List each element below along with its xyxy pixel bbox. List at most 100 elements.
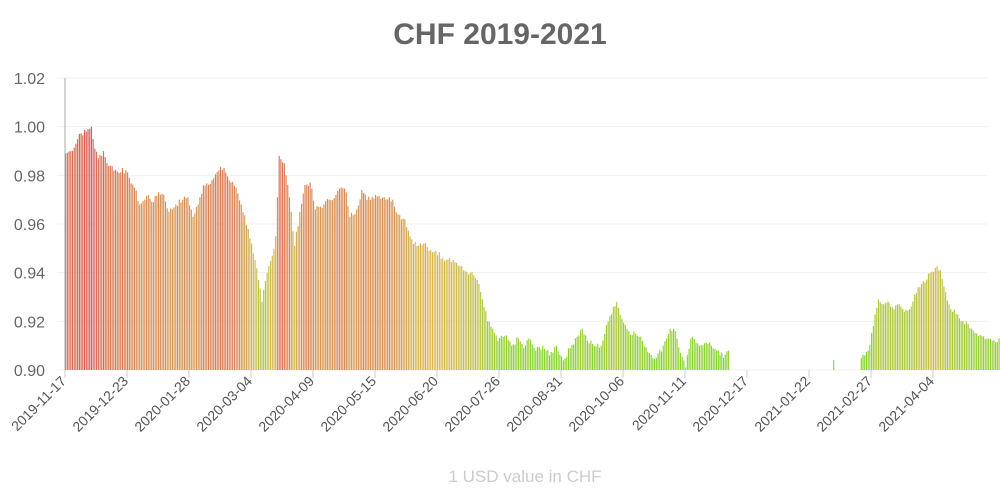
bar	[991, 340, 993, 371]
bar	[178, 199, 181, 371]
bar	[832, 360, 835, 371]
bar	[595, 346, 597, 371]
bar	[293, 245, 296, 371]
bar	[628, 330, 630, 371]
bar	[385, 199, 387, 371]
bar	[378, 195, 380, 371]
bar	[660, 351, 663, 371]
bar	[862, 354, 864, 371]
bar	[380, 198, 382, 371]
bar	[510, 345, 513, 371]
bar	[924, 282, 926, 371]
bar	[574, 338, 577, 371]
bar	[242, 212, 244, 371]
bar	[452, 259, 454, 371]
bar	[908, 309, 911, 371]
bar	[962, 320, 964, 371]
bar	[114, 169, 117, 371]
bar	[176, 205, 179, 371]
x-tick-label: 2021-01-22	[751, 373, 813, 435]
bar	[705, 342, 708, 371]
bar	[362, 192, 365, 371]
bar	[292, 230, 294, 371]
bar	[681, 356, 683, 371]
bar	[576, 336, 578, 371]
x-tick-label: 2020-01-28	[131, 373, 193, 435]
bar	[431, 252, 434, 371]
bar	[123, 173, 125, 371]
bar	[571, 344, 573, 371]
bar	[78, 133, 81, 371]
bar	[381, 197, 384, 371]
bar	[180, 202, 182, 371]
bar	[936, 266, 938, 371]
bar	[667, 333, 670, 371]
bar	[443, 260, 446, 371]
bar	[726, 351, 728, 371]
bar	[543, 348, 546, 371]
bar	[197, 204, 199, 371]
bar	[283, 163, 286, 371]
bar	[66, 152, 69, 371]
bar	[603, 333, 606, 371]
bar	[583, 334, 585, 371]
bar	[280, 159, 282, 371]
bar	[714, 348, 716, 371]
bar	[943, 286, 945, 371]
bar	[309, 182, 311, 371]
bar	[977, 335, 980, 371]
bar	[448, 257, 451, 371]
bar	[264, 280, 267, 371]
bar	[505, 335, 508, 371]
bar	[350, 212, 353, 371]
bar	[710, 345, 713, 371]
bar	[674, 330, 677, 371]
bar	[183, 196, 186, 371]
bar	[76, 139, 79, 371]
bar	[987, 338, 990, 371]
bar	[285, 175, 287, 371]
bar	[407, 230, 410, 371]
bar	[88, 128, 91, 371]
bar	[901, 308, 904, 371]
x-tick-label: 2020-06-20	[379, 373, 441, 435]
bar	[671, 330, 673, 371]
bar	[476, 279, 478, 371]
bar	[507, 339, 509, 371]
bar	[996, 341, 999, 371]
bar	[486, 321, 489, 371]
bar	[931, 271, 933, 371]
bar	[579, 329, 582, 371]
bar	[960, 321, 962, 371]
bar	[237, 193, 239, 371]
bar	[590, 340, 592, 371]
bar	[490, 326, 492, 371]
bar	[548, 355, 551, 371]
bar	[998, 338, 1000, 371]
bar	[963, 323, 966, 371]
bar	[435, 250, 437, 371]
bar	[386, 199, 389, 371]
bar	[70, 150, 72, 371]
bar	[307, 185, 310, 371]
bar	[938, 270, 940, 371]
bar	[92, 138, 94, 371]
bar	[409, 236, 411, 371]
bar	[328, 199, 330, 371]
bar	[863, 355, 866, 371]
bar	[187, 197, 189, 371]
bar	[194, 213, 196, 371]
bar	[297, 226, 299, 371]
bar	[145, 196, 148, 371]
bar	[572, 344, 575, 371]
bar	[295, 231, 298, 371]
bar	[225, 172, 227, 371]
bar	[566, 356, 568, 371]
bar	[972, 330, 974, 371]
bar	[655, 357, 658, 371]
bar	[361, 189, 363, 371]
bar	[257, 279, 260, 371]
bar	[727, 350, 730, 371]
bar	[958, 318, 961, 371]
